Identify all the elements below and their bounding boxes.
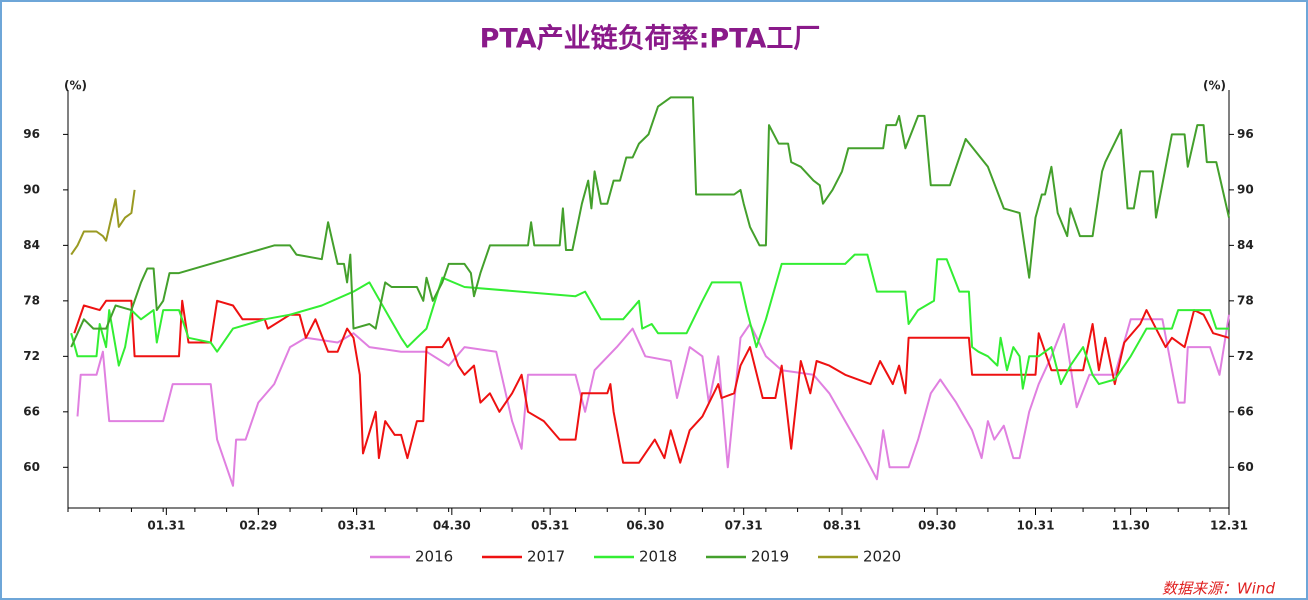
legend-label: 2020	[863, 548, 901, 566]
y-tick-label: 84	[23, 238, 40, 252]
x-tick-label: 06.30	[626, 519, 664, 533]
source-note: 数据来源：Wind	[1162, 580, 1276, 598]
x-tick-label: 12.31	[1210, 519, 1248, 533]
y-tick-label: 60	[23, 460, 40, 474]
series-line	[70, 96, 1230, 348]
y-tick-label: 78	[23, 293, 40, 307]
y2-tick-label: 78	[1237, 293, 1254, 307]
y2-axis-label: (%)	[1203, 79, 1226, 93]
legend-label: 2019	[751, 548, 789, 566]
x-tick-label: 09.30	[918, 519, 956, 533]
y-axis-label: (%)	[64, 79, 87, 93]
series-line	[73, 299, 1230, 464]
x-tick-label: 08.31	[823, 519, 861, 533]
y2-tick-label: 96	[1237, 127, 1254, 141]
x-tick-label: 04.30	[433, 519, 471, 533]
x-tick-label: 11.30	[1112, 519, 1150, 533]
x-tick-label: 02.29	[239, 519, 277, 533]
series-line	[70, 253, 1229, 390]
y2-tick-label: 72	[1237, 349, 1254, 363]
y2-tick-label: 84	[1237, 238, 1254, 252]
legend-label: 2016	[415, 548, 453, 566]
y-tick-label: 96	[23, 127, 40, 141]
y-tick-label: 66	[23, 404, 40, 418]
x-tick-label: 05.31	[531, 519, 569, 533]
series-line	[70, 189, 136, 256]
series-line	[76, 314, 1230, 487]
x-tick-label: 10.31	[1017, 519, 1055, 533]
x-tick-label: 01.31	[147, 519, 185, 533]
y-tick-label: 90	[23, 182, 40, 196]
x-tick-label: 03.31	[338, 519, 376, 533]
y2-tick-label: 66	[1237, 404, 1254, 418]
y2-tick-label: 60	[1237, 460, 1254, 474]
legend-label: 2018	[639, 548, 677, 566]
legend-label: 2017	[527, 548, 565, 566]
x-tick-label: 07.31	[725, 519, 763, 533]
chart-title: PTA产业链负荷率:PTA工厂	[480, 23, 821, 55]
y-tick-label: 72	[23, 349, 40, 363]
y2-tick-label: 90	[1237, 182, 1254, 196]
